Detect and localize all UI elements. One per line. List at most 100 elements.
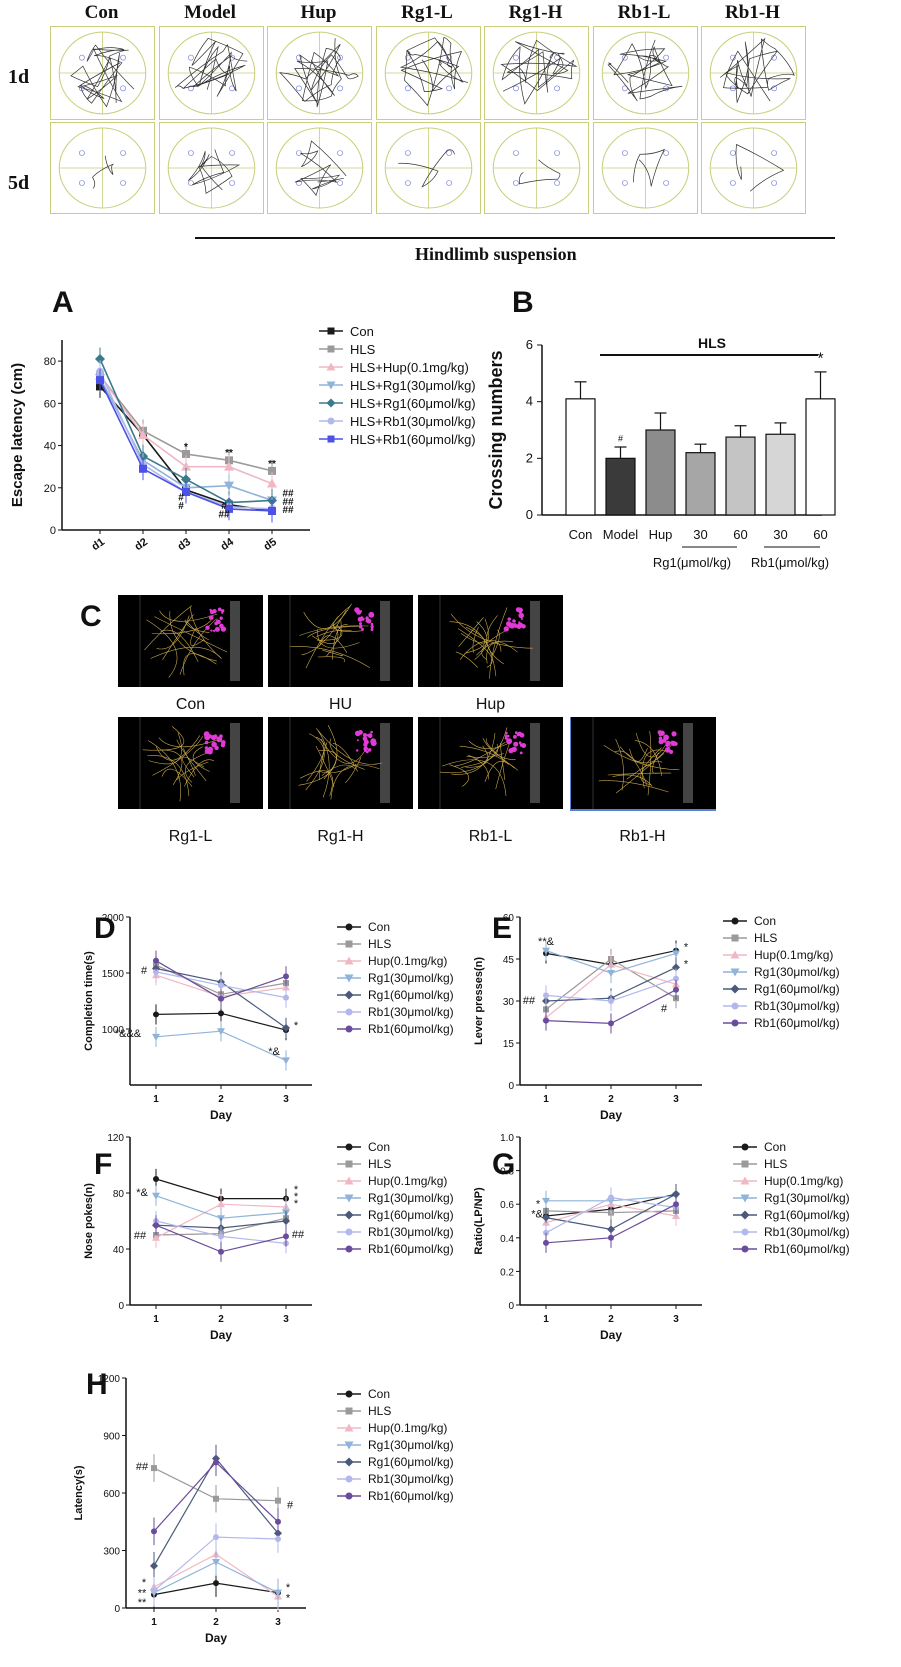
data-point <box>152 1033 160 1041</box>
track-path <box>492 629 500 655</box>
legend-item: Rb1(60μmol/kg) <box>722 1014 840 1031</box>
data-point <box>96 376 104 385</box>
y-tick-label: 4 <box>526 394 533 409</box>
x-tick-label: 2 <box>608 1094 614 1105</box>
track-path <box>184 619 210 633</box>
track-path <box>495 743 510 790</box>
legend-marker <box>740 1176 750 1184</box>
legend-marker <box>345 1143 353 1150</box>
y-tick-label: 40 <box>113 1245 125 1256</box>
swim-path <box>279 38 359 108</box>
legend-marker <box>344 1210 354 1219</box>
data-point <box>607 970 615 977</box>
side-panel <box>380 601 390 681</box>
hotspot <box>363 746 368 751</box>
data-point <box>673 1201 679 1208</box>
legend-swatch <box>337 956 361 964</box>
data-point <box>672 950 680 958</box>
hotspot <box>370 738 377 745</box>
platform-marker <box>621 54 628 61</box>
data-point <box>673 986 679 993</box>
data-point <box>282 1057 290 1065</box>
legend-label: Hup(0.1mg/kg) <box>754 947 834 962</box>
y-axis-label: Completion time(s) <box>83 951 95 1051</box>
x-tick-label: 1 <box>153 1314 159 1325</box>
significance-mark: * <box>294 1184 299 1196</box>
significance-mark: # <box>618 433 623 443</box>
track-path <box>318 763 357 774</box>
legend-item: Rb1(60μmol/kg) <box>732 1240 850 1257</box>
legend-marker <box>327 345 335 353</box>
hotspot <box>204 740 209 745</box>
y-tick-label: 0 <box>50 525 56 537</box>
y-tick-label: 600 <box>103 1489 120 1500</box>
track-path <box>439 727 508 774</box>
platform-marker <box>621 85 628 92</box>
track-path <box>190 628 205 646</box>
row-label-5d: 5d <box>8 172 30 194</box>
platform-marker <box>662 180 669 186</box>
x-tick-label: 1 <box>151 1617 157 1628</box>
panel-letter-e: E <box>492 912 513 945</box>
data-point <box>283 973 289 980</box>
grid-column-label: Rg1-H <box>508 2 563 23</box>
side-panel <box>530 723 540 803</box>
legend-swatch <box>337 990 361 999</box>
track-path <box>179 618 217 675</box>
track-path <box>457 628 493 668</box>
platform-marker <box>187 85 194 92</box>
legend-marker <box>345 1025 353 1032</box>
hotspot <box>665 743 670 747</box>
y-tick-label: 1000 <box>102 1025 125 1036</box>
significance-mark: ## <box>292 1229 305 1241</box>
platform-marker <box>621 180 628 186</box>
y-tick-label: 900 <box>103 1432 120 1443</box>
data-point <box>217 1028 225 1036</box>
track-path <box>162 614 194 660</box>
side-panel <box>230 601 240 681</box>
track-cell <box>375 26 481 120</box>
legend-label: HLS+Rg1(60μmol/kg) <box>350 395 476 411</box>
track-path <box>158 737 217 748</box>
legend-label: Rb1(30μmol/kg) <box>764 1224 850 1239</box>
platform-marker <box>404 85 411 92</box>
track-path <box>603 745 680 771</box>
track-path <box>301 610 347 656</box>
significance-mark: ** <box>138 1588 147 1600</box>
legend-label: Rb1(60μmol/kg) <box>368 1241 454 1256</box>
data-point <box>151 1528 157 1535</box>
legend-marker <box>730 984 740 993</box>
chart-h-legend: Con HLS Hup(0.1mg/kg) Rg1(30μmol/kg) Rg1(60μ… <box>336 1385 454 1504</box>
legend-item: Rb1(60μmol/kg) <box>336 1020 454 1037</box>
significance-mark: * <box>536 1199 541 1211</box>
platform-marker <box>554 180 560 186</box>
track-path <box>321 764 356 776</box>
hotspot <box>662 738 667 743</box>
significance-mark: ## <box>134 1230 147 1242</box>
legend-item: Hup(0.1mg/kg) <box>732 1172 850 1189</box>
track-path <box>466 753 504 758</box>
y-tick-label: 1.0 <box>500 1133 514 1144</box>
data-point <box>153 1011 159 1018</box>
data-point <box>267 478 277 488</box>
platform-marker <box>337 85 343 92</box>
legend-marker <box>326 381 336 390</box>
data-point <box>153 957 159 964</box>
data-point <box>672 963 680 972</box>
data-point <box>282 1023 290 1032</box>
hotspot <box>366 734 369 737</box>
legend-swatch <box>723 1019 747 1026</box>
platform-marker <box>120 54 126 61</box>
hotspot <box>520 618 523 620</box>
hotspot <box>519 732 525 738</box>
legend-swatch <box>337 1407 361 1414</box>
y-axis-label: Latency(s) <box>73 1465 85 1520</box>
legend-swatch <box>319 435 343 443</box>
hotspot <box>514 624 518 628</box>
platform-marker <box>228 150 235 156</box>
track-path <box>317 730 330 798</box>
significance-mark: * <box>684 958 689 970</box>
track-path <box>475 642 502 656</box>
data-point <box>274 1589 282 1597</box>
